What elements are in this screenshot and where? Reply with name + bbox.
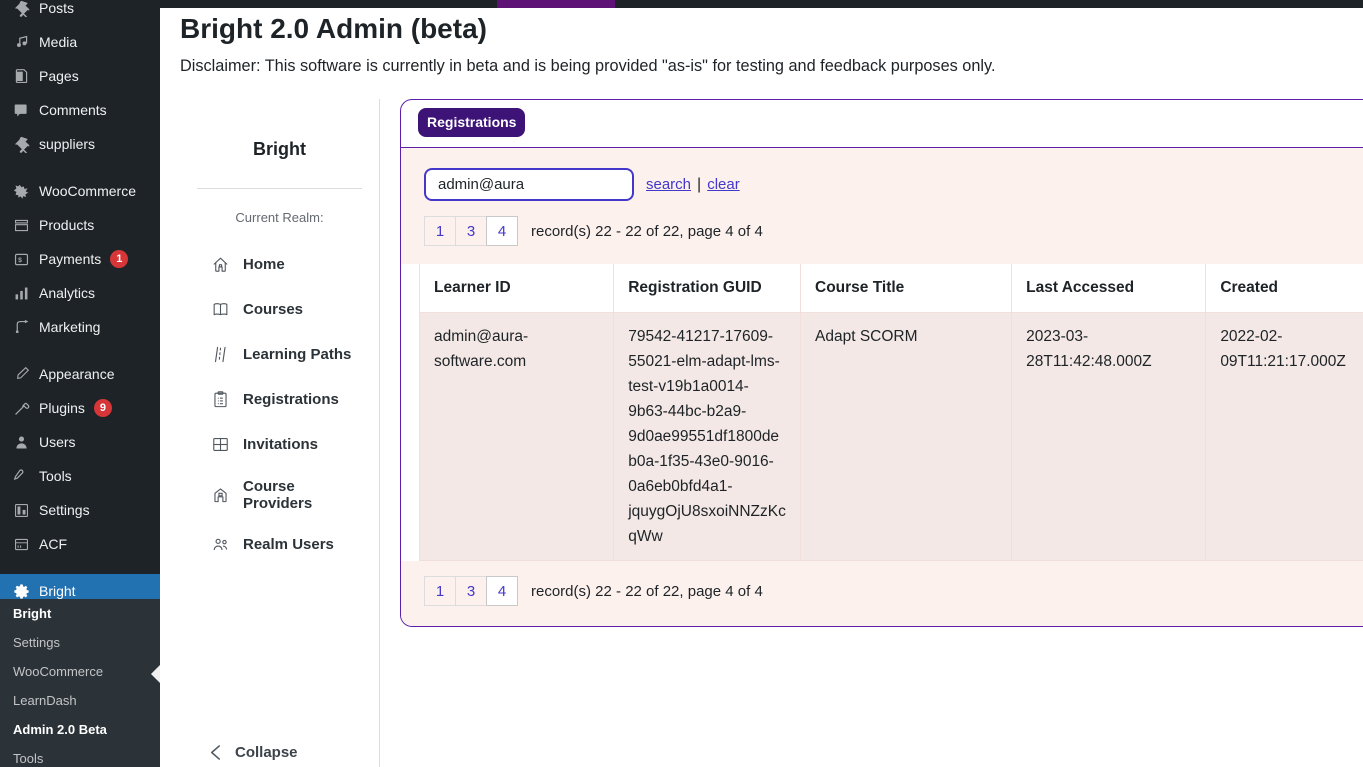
svg-text:$: $ [18,257,22,264]
